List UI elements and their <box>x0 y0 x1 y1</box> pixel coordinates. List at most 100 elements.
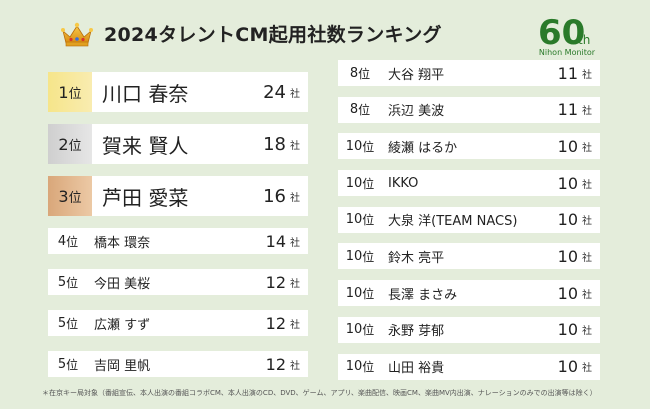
company-count: 11 <box>557 63 578 83</box>
count-unit: 社 <box>582 69 592 81</box>
logo-brand: Nihon Monitor <box>538 48 596 57</box>
rank-number: 5 <box>57 356 67 372</box>
nihon-monitor-60th-logo: 60 th <box>538 13 590 53</box>
rank-cell: 10 位 <box>338 243 382 269</box>
rank-number: 5 <box>57 274 67 290</box>
talent-name: 大泉 洋(TEAM NACS) <box>388 214 518 230</box>
talent-name: 鈴木 亮平 <box>388 250 445 266</box>
ranking-row-16: 10 位 山田 裕貴 10 社 <box>338 353 600 380</box>
rank-unit: 位 <box>362 323 375 338</box>
talent-name: 吉岡 里帆 <box>94 358 151 374</box>
count-unit: 社 <box>290 88 300 100</box>
rank-unit: 位 <box>66 275 79 290</box>
rank-cell: 10 位 <box>338 317 382 343</box>
talent-name: 広瀬 すず <box>94 317 151 333</box>
company-count: 10 <box>557 210 578 230</box>
company-count: 12 <box>265 272 286 292</box>
rank-unit: 位 <box>362 213 375 228</box>
ranking-row-14: 10 位 長澤 まさみ 10 社 <box>338 280 600 307</box>
talent-name: 今田 美桜 <box>94 276 151 292</box>
rank-cell: 10 位 <box>338 170 382 196</box>
rank-unit: 位 <box>66 234 79 249</box>
rank-unit: 位 <box>362 139 375 154</box>
company-count: 10 <box>557 173 578 193</box>
rank-number: 8 <box>349 102 359 118</box>
company-count: 10 <box>557 320 578 340</box>
rank-number: 10 <box>345 248 363 264</box>
count-unit: 社 <box>582 179 592 191</box>
rank-number: 10 <box>345 212 363 228</box>
rank-number: 10 <box>345 322 363 338</box>
rank-number: 8 <box>349 65 359 81</box>
ranking-row-10: 10 位 綾瀬 はるか 10 社 <box>338 133 600 160</box>
logo-number: 60 <box>538 13 585 53</box>
rank-unit: 位 <box>362 249 375 264</box>
rank-number: 10 <box>345 359 363 374</box>
rank-unit: 位 <box>66 357 79 372</box>
rank-number: 10 <box>345 285 363 301</box>
count-unit: 社 <box>582 216 592 228</box>
rank-cell: 10 位 <box>338 133 382 159</box>
rank-unit: 位 <box>68 190 82 206</box>
talent-name: 川口 春奈 <box>102 81 189 106</box>
page-title: 2024タレントCM起用社数ランキング <box>104 24 442 46</box>
ranking-row-11: 10 位 IKKO 10 社 <box>338 170 600 197</box>
talent-name: 長澤 まさみ <box>388 287 458 303</box>
footnote: ＊在京キー局対象（番組宣伝、本人出演の番組コラボCM、本人出演のCD、DVD、ゲ… <box>42 389 597 397</box>
talent-name: 綾瀬 はるか <box>388 140 458 156</box>
header: 2024タレントCM起用社数ランキング 60 th Nihon Monitor <box>0 0 650 60</box>
count-unit: 社 <box>582 363 592 374</box>
rank-number: 3 <box>58 186 69 206</box>
talent-name: 賀来 賢人 <box>102 133 189 158</box>
ranking-row-12: 10 位 大泉 洋(TEAM NACS) 10 社 <box>338 206 600 233</box>
talent-name: 大谷 翔平 <box>388 67 445 83</box>
crown-icon <box>61 22 93 47</box>
count-unit: 社 <box>582 252 592 264</box>
rank-cell: 10 位 <box>338 207 382 233</box>
company-count: 12 <box>265 354 286 374</box>
count-unit: 社 <box>582 142 592 154</box>
talent-name: 浜辺 美波 <box>388 104 445 120</box>
rank-number: 10 <box>345 175 363 191</box>
count-unit: 社 <box>290 319 300 331</box>
talent-name: IKKO <box>388 175 419 191</box>
rank-number: 2 <box>58 134 69 154</box>
company-count: 10 <box>557 136 578 156</box>
count-unit: 社 <box>290 237 300 249</box>
rank-unit: 位 <box>68 138 82 154</box>
count-unit: 社 <box>290 192 300 204</box>
rank-unit: 位 <box>358 66 371 81</box>
talent-name: 橋本 環奈 <box>94 235 151 251</box>
rank-unit: 位 <box>362 176 375 191</box>
rank-cell: 10 位 <box>338 354 382 380</box>
company-count: 12 <box>265 313 286 333</box>
company-count: 16 <box>263 185 286 207</box>
company-count: 11 <box>557 100 578 120</box>
count-unit: 社 <box>582 289 592 301</box>
ranking-row-15: 10 位 永野 芽郁 10 社 <box>338 316 600 343</box>
rank-unit: 位 <box>362 286 375 301</box>
rank-cell: 10 位 <box>338 280 382 306</box>
ranking-row-13: 10 位 鈴木 亮平 10 社 <box>338 243 600 270</box>
rank-number: 4 <box>57 233 67 249</box>
count-unit: 社 <box>290 278 300 290</box>
company-count: 14 <box>265 231 286 251</box>
company-count: 24 <box>263 81 286 103</box>
rank-number: 1 <box>58 82 69 102</box>
